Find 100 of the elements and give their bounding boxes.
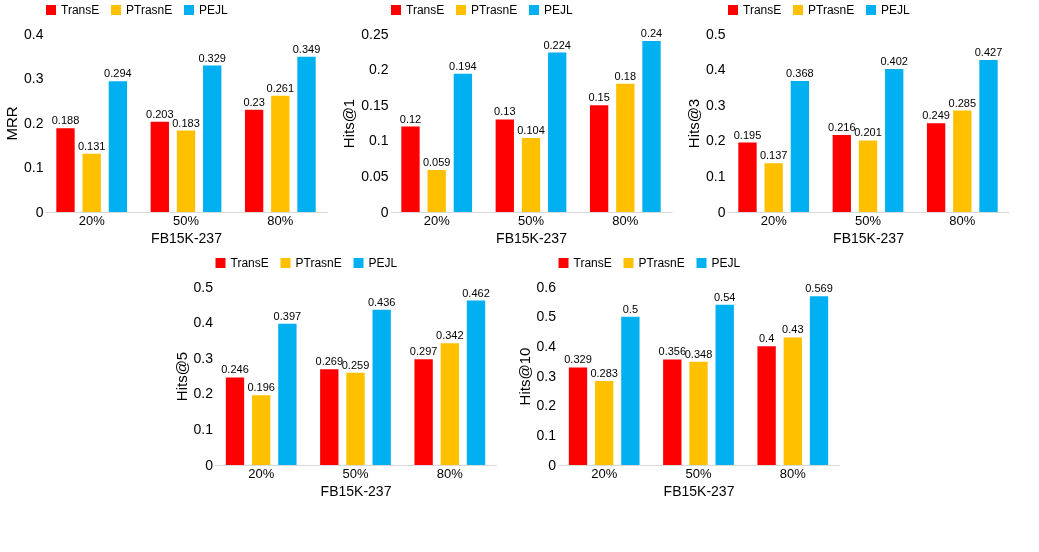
data-label: 0.329 — [564, 353, 592, 366]
x-tick-label: 80% — [267, 212, 294, 228]
data-label: 0.183 — [172, 116, 200, 129]
legend-label: PTrasnE — [126, 3, 173, 17]
data-label: 0.249 — [922, 109, 950, 122]
x-tick-label: 80% — [612, 212, 639, 228]
bar — [790, 80, 810, 212]
y-tick-label: 0.2 — [369, 61, 389, 78]
bar — [176, 130, 196, 212]
bar — [401, 126, 420, 212]
bar — [225, 377, 245, 465]
bar — [414, 359, 433, 465]
bar — [278, 323, 297, 465]
legend-label: TransE — [230, 256, 269, 270]
data-label: 0.24 — [640, 27, 663, 40]
y-tick-label: 0.15 — [361, 96, 389, 113]
legend-label: PEJL — [544, 3, 574, 17]
data-label: 0.194 — [449, 59, 477, 72]
bar — [297, 56, 316, 212]
data-label: 0.4 — [758, 332, 775, 345]
data-label: 0.427 — [974, 45, 1003, 58]
bar — [108, 81, 128, 212]
bar — [150, 121, 169, 212]
bar — [271, 95, 290, 212]
x-tick-label: 20% — [78, 212, 106, 228]
data-label: 0.12 — [399, 112, 422, 125]
data-label: 0.285 — [948, 96, 977, 109]
data-label: 0.397 — [273, 309, 302, 322]
bar — [689, 361, 708, 465]
bar — [252, 395, 271, 465]
data-label: 0.54 — [713, 290, 736, 303]
data-label: 0.195 — [733, 128, 762, 141]
legend-label: TransE — [406, 3, 445, 17]
bar — [783, 337, 802, 465]
y-tick-label: 0.2 — [24, 114, 44, 131]
data-label: 0.294 — [104, 67, 132, 80]
x-tick-label: 50% — [172, 212, 200, 228]
data-label: 0.297 — [409, 345, 438, 358]
x-tick-label: 50% — [342, 465, 369, 481]
y-axis-title: MRR — [3, 106, 21, 141]
data-label: 0.368 — [786, 66, 814, 79]
y-tick-label: 0.2 — [706, 132, 726, 149]
bar — [663, 359, 682, 465]
data-label: 0.349 — [292, 42, 321, 55]
data-label: 0.329 — [198, 51, 226, 64]
legend-label: PTrasnE — [638, 256, 685, 270]
data-label: 0.059 — [422, 155, 451, 168]
y-tick-label: 0.5 — [706, 25, 726, 42]
x-tick-label: 50% — [854, 212, 882, 228]
x-tick-label: 50% — [517, 212, 545, 228]
x-tick-label: 20% — [423, 212, 451, 228]
bar — [979, 59, 998, 212]
y-axis-title: Hits@10 — [515, 347, 533, 406]
y-tick-label: 0.2 — [536, 397, 557, 414]
y-tick-label: 0 — [205, 456, 214, 473]
y-tick-label: 0.4 — [24, 25, 44, 42]
legend-label: TransE — [61, 3, 100, 17]
y-tick-label: 0 — [380, 203, 389, 220]
data-label: 0.188 — [51, 114, 80, 127]
y-tick-label: 0.1 — [193, 420, 214, 437]
bar — [440, 343, 459, 465]
y-tick-label: 0.1 — [24, 159, 44, 175]
y-tick-label: 0.1 — [706, 167, 726, 184]
data-label: 0.13 — [494, 105, 516, 118]
bar — [953, 110, 972, 212]
x-tick-label: 80% — [949, 212, 976, 228]
bar — [589, 105, 609, 212]
data-label: 0.283 — [590, 367, 618, 380]
data-label: 0.104 — [517, 123, 545, 136]
legend-label: PTrasnE — [471, 3, 518, 17]
bar — [616, 83, 635, 212]
y-tick-label: 0.3 — [193, 349, 214, 366]
data-label: 0.196 — [247, 381, 275, 394]
data-label: 0.246 — [221, 363, 249, 376]
y-axis-title: Hits@5 — [172, 351, 190, 402]
data-label: 0.131 — [77, 139, 106, 152]
data-label: 0.203 — [146, 107, 174, 120]
bar — [715, 304, 734, 465]
y-axis-title: Hits@3 — [685, 98, 703, 149]
bar — [832, 135, 851, 212]
bar — [642, 41, 661, 212]
x-tick-label: 80% — [436, 465, 464, 481]
x-tick-label: 50% — [685, 465, 712, 481]
x-axis-title: FB15K-237 — [151, 229, 223, 246]
data-label: 0.15 — [588, 91, 610, 104]
bar — [757, 346, 776, 465]
data-label: 0.462 — [462, 286, 490, 299]
bar — [595, 381, 614, 465]
y-tick-label: 0 — [548, 456, 557, 473]
data-label: 0.201 — [854, 126, 882, 139]
y-tick-label: 0 — [35, 203, 44, 220]
x-tick-label: 20% — [760, 212, 788, 228]
y-tick-label: 0.5 — [193, 278, 214, 295]
bar — [809, 296, 829, 465]
y-tick-label: 0.25 — [361, 25, 389, 42]
bar — [926, 123, 946, 212]
bar — [82, 153, 101, 212]
bar — [320, 369, 339, 465]
legend-label: PEJL — [881, 3, 911, 17]
data-label: 0.569 — [805, 282, 833, 295]
